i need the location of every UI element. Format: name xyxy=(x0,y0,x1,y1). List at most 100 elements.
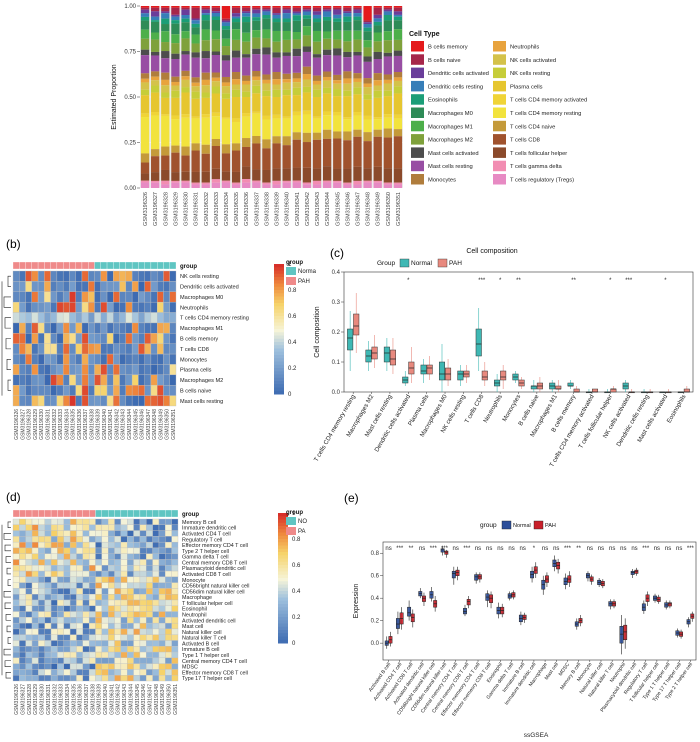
panel-a-bar-segment xyxy=(191,98,200,117)
panel-a-bar-segment xyxy=(282,182,291,188)
panel-b-color-scale-step xyxy=(274,293,284,297)
panel-a-bar-segment xyxy=(161,155,170,170)
panel-d-cell xyxy=(108,559,115,566)
panel-d-row-label: CD56bright natural killer cell xyxy=(182,584,249,590)
panel-d-cell xyxy=(38,576,45,583)
panel-d-cell xyxy=(165,617,172,624)
panel-d-cell xyxy=(19,611,26,618)
panel-d-column-label: GSM3196343 xyxy=(122,684,128,715)
panel-a-bar-segment xyxy=(272,118,281,137)
panel-a-bar-segment xyxy=(353,81,362,88)
panel-d-cell xyxy=(88,570,96,578)
panel-b-cell xyxy=(37,395,45,407)
panel-b-color-scale-step xyxy=(274,374,284,379)
panel-a-bar-segment xyxy=(373,59,382,74)
panel-e-significance-label: ns xyxy=(676,546,682,552)
panel-c-legend-swatch xyxy=(399,258,410,268)
panel-a-bar-segment xyxy=(161,42,170,52)
panel-d-cell xyxy=(50,524,58,531)
panel-d-cell xyxy=(158,582,166,589)
panel-a-bar-segment xyxy=(221,180,231,183)
panel-d-cell xyxy=(139,588,147,595)
panel-d-cell xyxy=(69,536,77,543)
panel-a-bar-segment xyxy=(211,7,221,12)
panel-b-cell xyxy=(50,301,58,313)
panel-a-bar-segment xyxy=(333,112,342,116)
panel-d-cell xyxy=(19,594,26,601)
panel-a-bar-segment xyxy=(343,83,352,91)
panel-d-color-scale-step xyxy=(278,613,288,618)
panel-a-bar-segment xyxy=(383,90,392,97)
panel-b-group-annotation-cell xyxy=(12,261,20,270)
panel-b-cell xyxy=(25,385,32,396)
panel-d-cell xyxy=(50,553,58,560)
panel-b-group-legend-swatch xyxy=(286,267,296,275)
panel-d-column-label: GSM3196327 xyxy=(21,684,27,715)
panel-d-cell xyxy=(152,582,160,589)
panel-d-cell xyxy=(152,547,160,554)
panel-e-box xyxy=(489,594,493,603)
panel-b-cell xyxy=(169,281,177,292)
panel-d-cell xyxy=(114,675,122,682)
panel-d-cell xyxy=(108,605,115,612)
panel-d-cell xyxy=(69,594,77,601)
panel-e-significance-label: ns xyxy=(553,546,559,552)
panel-d-cell xyxy=(50,663,58,670)
panel-b-cell xyxy=(50,291,58,303)
panel-d-group-annotation-cell xyxy=(101,509,109,518)
panel-d-cell xyxy=(165,646,172,653)
panel-d-cell xyxy=(171,646,179,653)
panel-a-x-tick-label: GSM3196338 xyxy=(264,192,270,226)
panel-b-column-label: GSM3196332 xyxy=(52,409,58,440)
panel-b-cell xyxy=(163,322,170,334)
panel-b-cell xyxy=(12,270,20,282)
panel-a-bar-segment xyxy=(252,37,261,49)
panel-b-column-label: GSM3196339 xyxy=(96,409,102,440)
panel-d-cell xyxy=(31,553,39,560)
panel-b-cell xyxy=(81,322,89,334)
panel-d-cell xyxy=(101,634,109,641)
panel-a-bar-segment xyxy=(211,72,221,78)
panel-a-bar-segment xyxy=(252,54,261,71)
panel-a-bar-segment xyxy=(363,24,372,28)
panel-a-bar-segment xyxy=(242,179,251,183)
panel-a-bar-segment xyxy=(393,20,403,30)
panel-a-bar-segment xyxy=(262,47,271,55)
panel-d-cell xyxy=(108,582,115,589)
panel-b-group-legend-label: Norma xyxy=(298,269,317,275)
panel-a-bar-segment xyxy=(181,146,190,156)
panel-b-color-scale-label: 0.6 xyxy=(288,314,297,320)
panel-d-cell xyxy=(88,663,96,670)
panel-d-cell xyxy=(82,518,90,525)
panel-d-cell xyxy=(44,530,52,537)
panel-d-cell xyxy=(165,651,172,659)
panel-a-bar-segment xyxy=(242,22,251,33)
panel-b-cell xyxy=(94,374,101,386)
panel-d-cell xyxy=(88,565,96,572)
panel-a-bar-segment xyxy=(191,184,200,188)
panel-d-cell xyxy=(165,559,172,566)
panel-b-cell xyxy=(56,301,64,313)
panel-a-x-tick-label: GSM3196345 xyxy=(335,192,341,226)
panel-a-bar-segment xyxy=(393,93,403,115)
panel-d-row-label: Regulatory T cell xyxy=(182,537,222,543)
panel-a-bar-segment xyxy=(373,25,382,33)
panel-d-cell xyxy=(158,518,166,525)
panel-d-color-scale-step xyxy=(278,535,288,540)
panel-a-bar-segment xyxy=(191,86,200,92)
panel-b-cell xyxy=(131,343,139,355)
panel-b-cell xyxy=(144,281,152,292)
panel-e-box xyxy=(623,624,628,641)
panel-b-cell xyxy=(138,364,145,376)
panel-d-cell xyxy=(114,524,122,531)
panel-b-cell xyxy=(75,270,83,282)
panel-d-cell xyxy=(57,582,64,589)
panel-a-legend-swatch xyxy=(411,174,424,185)
panel-d-cell xyxy=(44,628,52,635)
panel-a-bar-segment xyxy=(201,79,210,86)
panel-a-bar-segment xyxy=(312,18,322,23)
panel-a-bar-segment xyxy=(252,48,261,55)
panel-d-cell xyxy=(114,565,122,572)
panel-d-color-scale-step xyxy=(278,626,288,631)
panel-b-cell xyxy=(62,385,70,396)
